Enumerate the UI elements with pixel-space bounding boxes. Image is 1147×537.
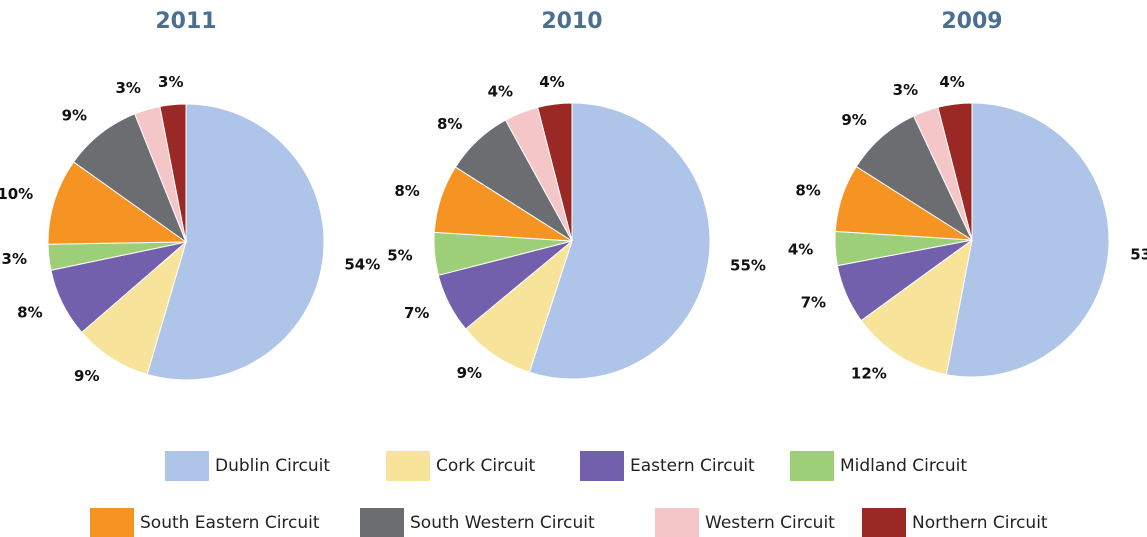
data-label: 9% xyxy=(841,111,866,129)
chart-title: 2011 xyxy=(155,9,216,34)
legend-swatch xyxy=(862,508,906,537)
data-label: 8% xyxy=(795,181,820,199)
data-label: 3% xyxy=(2,250,27,268)
pie-slice xyxy=(146,103,325,381)
data-label: 4% xyxy=(488,83,513,101)
legend-swatch xyxy=(360,508,404,537)
data-label: 4% xyxy=(539,73,564,91)
data-label: 8% xyxy=(394,182,419,200)
data-label: 9% xyxy=(74,367,99,385)
data-label: 3% xyxy=(893,81,918,99)
data-label: 7% xyxy=(404,304,429,322)
data-label: 5% xyxy=(387,247,412,265)
pie-slice xyxy=(81,240,187,376)
legend-swatch xyxy=(580,451,624,481)
data-label: 55% xyxy=(730,257,766,275)
data-label: 9% xyxy=(457,364,482,382)
data-label: 10% xyxy=(0,185,33,203)
data-label: 12% xyxy=(851,365,887,383)
legend-swatch xyxy=(790,451,834,481)
legend-label: Dublin Circuit xyxy=(215,456,330,476)
legend-label: Cork Circuit xyxy=(436,456,536,476)
pie-slice xyxy=(528,102,711,380)
data-label: 8% xyxy=(17,304,42,322)
pie-slice xyxy=(860,238,973,376)
legend-label: Western Circuit xyxy=(705,513,835,533)
chart-title: 2009 xyxy=(941,9,1002,34)
data-label: 4% xyxy=(939,73,964,91)
data-label: 9% xyxy=(62,107,87,125)
data-label: 8% xyxy=(437,115,462,133)
pie-slice xyxy=(537,102,573,242)
data-label: 4% xyxy=(788,240,813,258)
pie-slice xyxy=(159,103,187,243)
pie-slice xyxy=(72,113,188,244)
pie-slice xyxy=(937,102,973,241)
legend-label: Eastern Circuit xyxy=(630,456,755,476)
legend-label: Northern Circuit xyxy=(912,513,1048,533)
legend-swatch xyxy=(90,508,134,537)
legend-swatch xyxy=(165,451,209,481)
data-label: 3% xyxy=(158,73,183,91)
pie-slice xyxy=(47,161,188,245)
legend-label: Midland Circuit xyxy=(840,456,967,476)
data-label: 7% xyxy=(801,294,826,312)
pie-slice xyxy=(945,102,1110,378)
legend-swatch xyxy=(386,451,430,481)
chart-title: 2010 xyxy=(541,9,602,34)
data-label: 53% xyxy=(1130,245,1147,263)
data-label: 3% xyxy=(115,79,140,97)
data-label: 54% xyxy=(344,255,380,273)
legend-swatch xyxy=(655,508,699,537)
legend-label: South Eastern Circuit xyxy=(140,513,320,533)
legend-label: South Western Circuit xyxy=(410,513,595,533)
